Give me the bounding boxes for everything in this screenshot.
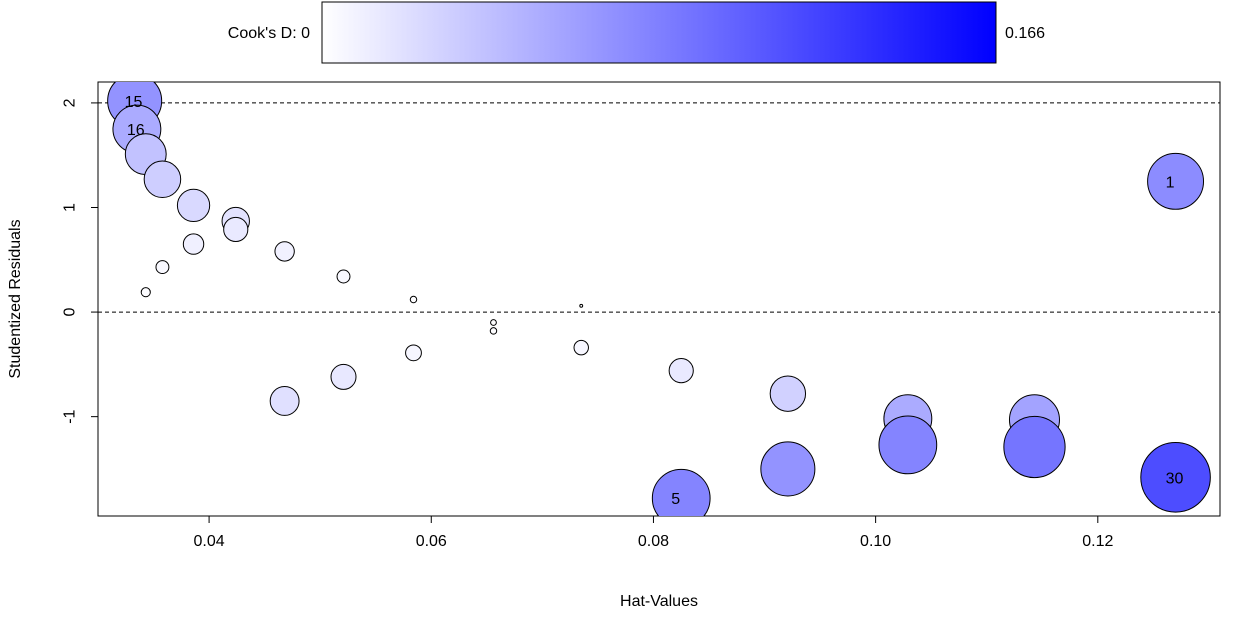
x-tick-label: 0.10 [860, 533, 891, 550]
point-label: 5 [671, 491, 680, 508]
x-axis-label: Hat-Values [620, 593, 698, 610]
reference-lines [98, 102, 1220, 313]
data-point [143, 160, 182, 199]
x-axis-ticks: 0.04 0.06 0.08 0.10 0.12 [194, 516, 1113, 550]
point-labels: 15 16 5 1 30 [125, 94, 1184, 508]
data-point [489, 327, 498, 335]
data-point [182, 233, 205, 255]
y-axis-ticks: -1 0 1 2 [62, 98, 98, 424]
data-point [760, 441, 816, 497]
data-point [269, 386, 300, 416]
point-label: 30 [1166, 470, 1184, 487]
data-point [155, 260, 170, 275]
data-point [1140, 442, 1211, 513]
y-axis-label: Studentized Residuals [7, 219, 24, 378]
data-point [651, 468, 711, 516]
colorbar-max-label: 0.166 [1005, 25, 1045, 42]
colorbar-min-label: Cook's D: 0 [228, 25, 310, 42]
data-point [405, 344, 422, 362]
point-label: 1 [1166, 174, 1175, 191]
data-point [769, 375, 807, 412]
data-point [878, 415, 938, 475]
x-tick-label: 0.08 [638, 533, 669, 550]
point-label: 15 [125, 94, 143, 111]
data-point [1003, 415, 1066, 479]
point-label: 16 [127, 122, 145, 139]
data-point [579, 303, 584, 308]
y-tick-label: -1 [62, 409, 79, 423]
data-point [336, 269, 351, 284]
x-tick-label: 0.06 [416, 533, 447, 550]
colorbar-legend: Cook's D: 0 0.166 [228, 1, 1045, 64]
y-tick-label: 2 [62, 98, 79, 107]
data-point [223, 216, 249, 243]
data-point [176, 188, 211, 223]
data-point [330, 363, 357, 390]
data-point [274, 241, 295, 262]
y-tick-label: 0 [62, 308, 79, 317]
colorbar-gradient [321, 1, 997, 64]
data-point [490, 319, 497, 326]
data-point [573, 339, 589, 356]
y-tick-label: 1 [62, 203, 79, 212]
x-tick-label: 0.12 [1082, 533, 1113, 550]
data-point [409, 295, 418, 304]
data-point [140, 287, 151, 298]
data-point [1147, 152, 1205, 210]
x-tick-label: 0.04 [194, 533, 225, 550]
data-point [668, 358, 694, 384]
data-points [107, 82, 1211, 516]
